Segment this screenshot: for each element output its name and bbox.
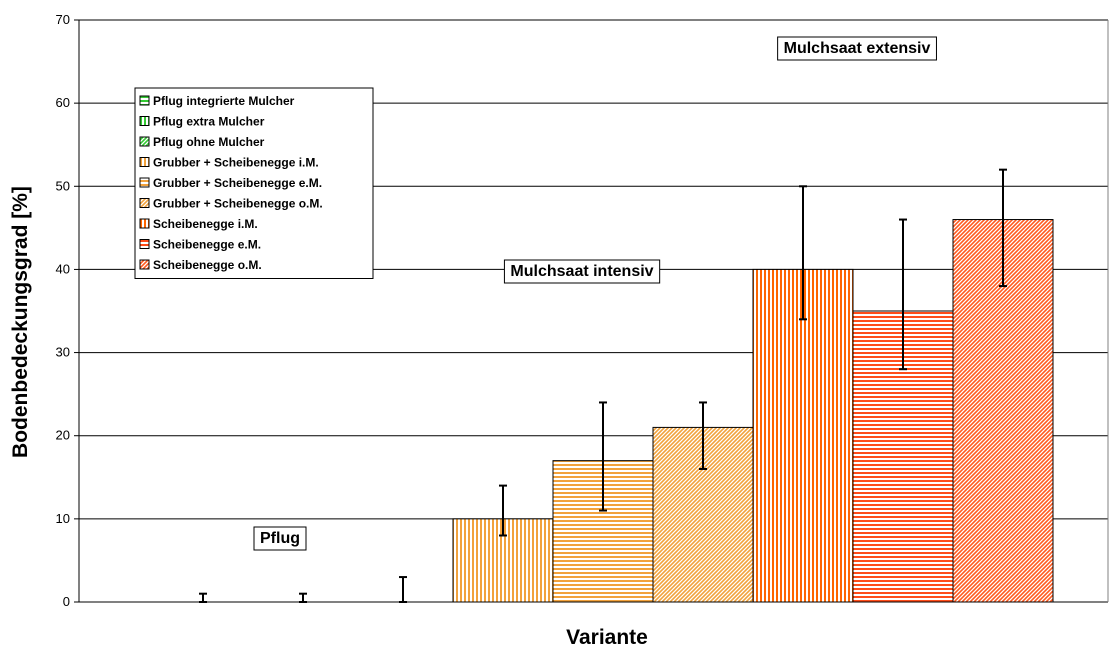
y-tick-label: 20: [56, 428, 70, 443]
bar: [752, 268, 854, 603]
y-axis-title: Bodenbedeckungsgrad [%]: [9, 186, 32, 458]
y-tick-label: 50: [56, 178, 70, 193]
legend-box: [134, 87, 374, 279]
legend-label: Pflug ohne Mulcher: [153, 135, 265, 149]
legend-label: Scheibenegge i.M.: [153, 217, 258, 231]
legend-swatch: [139, 136, 150, 147]
svg-text:Pflug: Pflug: [260, 530, 300, 547]
y-tick-label: 30: [56, 345, 70, 360]
legend-swatch: [139, 218, 150, 229]
legend-swatch: [139, 259, 150, 270]
legend-swatch: [139, 95, 150, 106]
legend-swatch: [139, 177, 150, 188]
legend-label: Scheibenegge e.M.: [153, 238, 261, 252]
legend-label: Pflug extra Mulcher: [153, 115, 265, 129]
legend-swatch: [139, 116, 150, 126]
svg-text:Mulchsaat intensiv: Mulchsaat intensiv: [510, 263, 653, 280]
legend-swatch: [139, 157, 150, 167]
y-tick-label: 0: [63, 594, 70, 609]
annotation-label: Pflug: [253, 526, 307, 551]
y-axis-ticks: 0 10 20 30 40 50 60 70: [56, 12, 79, 609]
svg-text:Mulchsaat extensiv: Mulchsaat extensiv: [784, 40, 931, 57]
legend-swatch: [139, 239, 150, 249]
legend-label: Scheibenegge o.M.: [153, 258, 262, 272]
y-tick-label: 60: [56, 95, 70, 110]
y-tick-label: 10: [56, 511, 70, 526]
axes: [78, 20, 1109, 603]
legend-swatch: [139, 198, 150, 208]
legend-label: Grubber + Scheibenegge e.M.: [153, 176, 322, 190]
annotation-label: Mulchsaat intensiv: [503, 259, 661, 284]
annotations: Pflug Mulchsaat intensiv Mulchsaat extensi…: [253, 36, 937, 551]
legend-label: Grubber + Scheibenegge i.M.: [153, 156, 319, 170]
annotation-label: Mulchsaat extensiv: [777, 36, 937, 61]
y-tick-label: 70: [56, 12, 70, 27]
legend: Pflug integrierte Mulcher Pflug extra Mul…: [134, 87, 374, 279]
legend-label: Grubber + Scheibenegge o.M.: [153, 197, 323, 211]
y-tick-label: 40: [56, 261, 70, 276]
x-axis-title: Variante: [566, 626, 648, 648]
legend-label: Pflug integrierte Mulcher: [153, 94, 295, 108]
